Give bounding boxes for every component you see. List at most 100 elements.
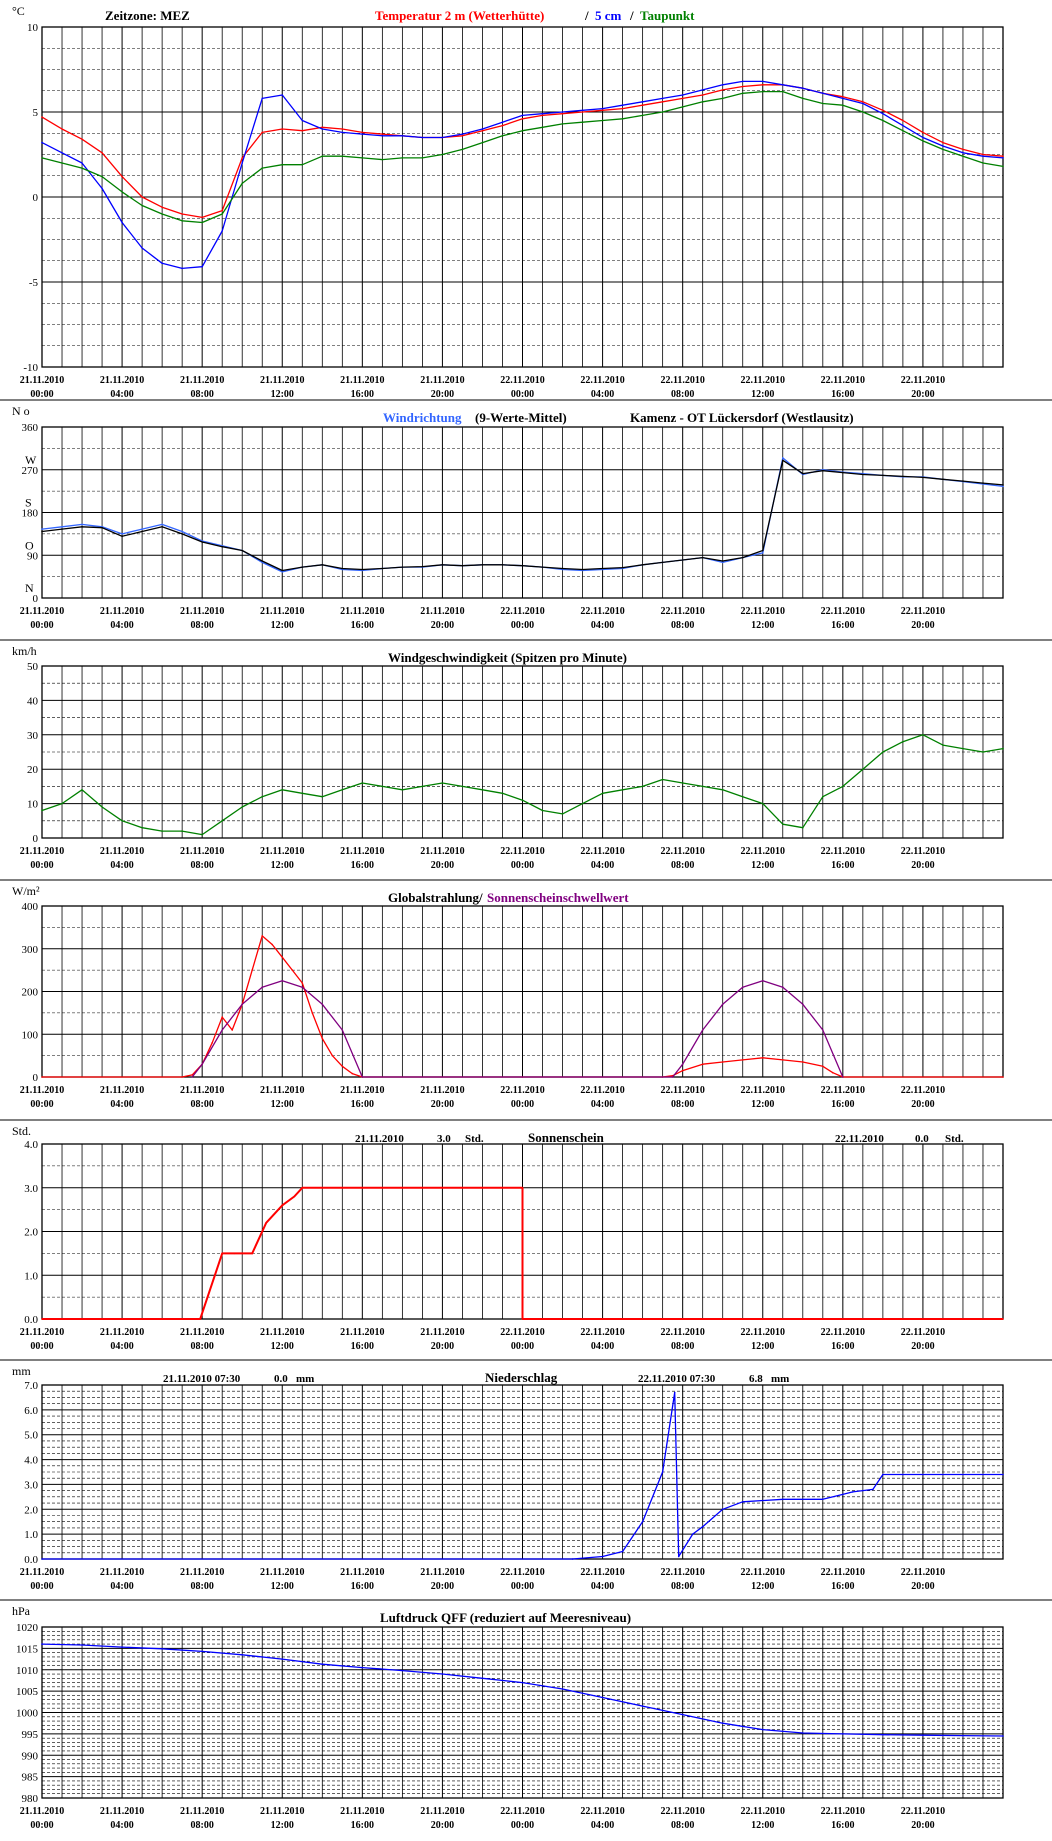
y-tick-label: 5: [33, 107, 39, 119]
x-tick-date: 22.11.2010: [500, 375, 544, 386]
y-tick-label: 180: [22, 508, 39, 520]
data-point: [199, 1318, 201, 1320]
data-point: [181, 530, 183, 533]
data-point: [802, 1061, 804, 1063]
y-tick-label: 90: [27, 550, 39, 562]
data-point: [241, 806, 243, 808]
series-sonnenscheinschwellwert: [191, 980, 844, 1078]
data-point: [701, 94, 704, 96]
data-point: [902, 1473, 904, 1476]
data-point: [501, 124, 504, 127]
data-point: [822, 795, 824, 798]
data-point: [541, 114, 544, 117]
y-tick-label: 0: [33, 833, 39, 845]
data-point: [421, 157, 424, 159]
panel-title: Std.: [945, 1133, 964, 1145]
x-tick-date: 21.11.2010: [20, 1327, 64, 1338]
data-point: [41, 141, 43, 144]
data-point: [641, 114, 644, 117]
data-point: [762, 1728, 764, 1731]
data-point: [691, 1533, 694, 1535]
data-point: [481, 141, 484, 144]
data-point: [882, 474, 884, 477]
x-tick-date: 21.11.2010: [260, 375, 304, 386]
data-point: [1002, 747, 1004, 750]
x-tick-date: 22.11.2010: [580, 1327, 624, 1338]
data-point: [581, 802, 584, 805]
data-point: [201, 1063, 203, 1065]
panel-title: /: [629, 8, 634, 23]
panel-sunshine: 4.0 3.0 2.0 1.0 0.0 Std. 21.11.2010 3.0 Std. Sonn…: [0, 1119, 1052, 1352]
data-point: [401, 157, 404, 159]
data-point: [301, 119, 304, 122]
data-point: [181, 830, 183, 832]
x-tick-date: 21.11.2010: [100, 1085, 144, 1096]
x-tick-time: 12:00: [751, 620, 774, 631]
x-tick-date: 21.11.2010: [180, 1327, 224, 1338]
data-point: [541, 809, 544, 812]
x-tick-time: 04:00: [591, 1099, 614, 1110]
data-point: [601, 107, 604, 110]
x-tick-time: 00:00: [30, 1341, 53, 1352]
data-point: [661, 111, 664, 113]
series-taupunkt: [41, 90, 1004, 224]
data-point: [782, 986, 784, 988]
data-point: [942, 744, 944, 746]
data-point: [701, 1063, 704, 1065]
data-point: [721, 84, 724, 86]
x-tick-date: 22.11.2010: [580, 375, 624, 386]
data-point: [461, 564, 464, 567]
data-point: [221, 213, 223, 215]
data-point: [721, 97, 724, 100]
data-point: [661, 1471, 664, 1473]
panel-title: Taupunkt: [640, 8, 695, 23]
data-point: [782, 823, 784, 825]
data-point: [101, 526, 103, 529]
data-point: [331, 1054, 334, 1057]
data-point: [922, 131, 924, 134]
x-tick-date: 22.11.2010: [741, 1085, 785, 1096]
x-tick-time: 08:00: [671, 1581, 694, 1592]
x-tick-date: 21.11.2010: [260, 1327, 304, 1338]
data-point: [481, 564, 484, 566]
data-point: [341, 789, 344, 791]
x-tick-date: 22.11.2010: [660, 846, 704, 857]
x-tick-time: 16:00: [831, 860, 854, 871]
unit-label: km/h: [12, 644, 37, 658]
data-point: [81, 138, 83, 140]
data-point: [822, 1065, 824, 1068]
y-tick-label: 4.0: [24, 1455, 38, 1467]
data-point: [241, 549, 243, 552]
data-point: [501, 135, 504, 137]
data-point: [962, 152, 964, 154]
x-tick-date: 21.11.2010: [340, 375, 384, 386]
plot-frame: [41, 26, 1004, 368]
data-point: [161, 262, 163, 265]
data-point: [862, 768, 864, 770]
panel-title: mm: [771, 1373, 789, 1385]
x-tick-date: 22.11.2010: [580, 606, 624, 617]
data-point: [141, 528, 143, 530]
x-tick-date: 21.11.2010: [100, 1567, 144, 1578]
x-tick-time: 16:00: [831, 1099, 854, 1110]
data-point: [681, 97, 684, 100]
data-point: [782, 1498, 784, 1501]
data-point: [1002, 1076, 1004, 1078]
y-tick-label: 2.0: [24, 1504, 38, 1516]
y-tick-label: 400: [22, 901, 39, 913]
x-tick-time: 20:00: [431, 389, 454, 400]
data-point: [842, 1076, 844, 1078]
data-point: [401, 566, 404, 568]
data-point: [61, 162, 63, 164]
data-point: [121, 533, 123, 535]
x-tick-date: 21.11.2010: [180, 606, 224, 617]
panel-title: mm: [296, 1373, 314, 1385]
x-tick-date: 21.11.2010: [20, 846, 64, 857]
x-tick-date: 21.11.2010: [20, 606, 64, 617]
data-point: [61, 802, 63, 805]
y-tick-label: 995: [22, 1729, 39, 1741]
data-point: [201, 265, 203, 268]
panel-title: Sonnenschein: [528, 1130, 605, 1145]
x-tick-date: 22.11.2010: [660, 1806, 704, 1817]
data-point: [181, 1076, 183, 1078]
